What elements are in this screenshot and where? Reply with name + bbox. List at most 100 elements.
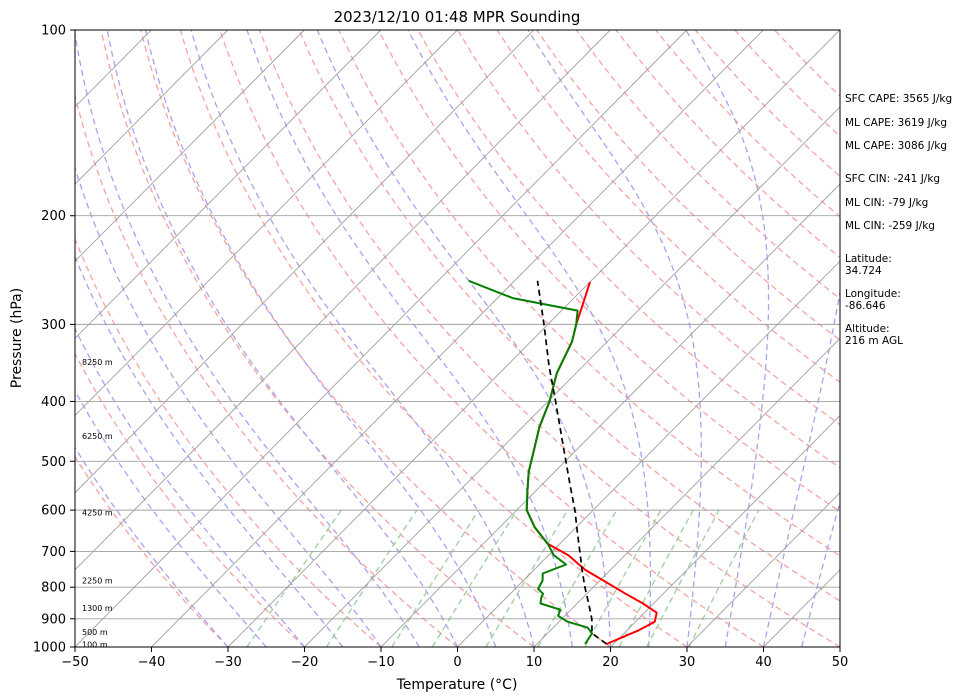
dewpoint-trace — [468, 279, 593, 645]
moist-adiabat — [75, 30, 420, 647]
altitude-value: 216 m AGL — [845, 335, 903, 347]
y-tick-label: 200 — [41, 209, 66, 224]
x-tick-label: 40 — [755, 655, 772, 670]
isotherm — [75, 30, 229, 185]
dry-adiabat — [258, 30, 840, 647]
mixing-ratio-line — [537, 509, 618, 647]
moist-adiabat — [75, 165, 382, 647]
moist-adiabat — [685, 30, 770, 647]
isotherm — [75, 30, 382, 340]
mixing-ratio-line — [646, 509, 720, 647]
y-tick-label: 500 — [41, 455, 66, 470]
isotherm — [457, 260, 840, 647]
height-labels: 8250 m 6250 m 4250 m 2250 m 1300 m 500 m 100 m — [82, 358, 113, 649]
altitude-label: Altitude: — [845, 323, 890, 335]
isotherm — [75, 30, 535, 494]
dry-adiabat — [377, 30, 840, 513]
moist-adiabat — [144, 30, 497, 647]
isotherm — [610, 414, 840, 647]
dry-adiabat — [219, 30, 764, 647]
y-tick-label: 600 — [41, 504, 66, 519]
ml-cin-label-2: ML CIN: -259 J/kg — [845, 220, 935, 232]
x-tick-label: 0 — [453, 655, 461, 670]
chart-title: 2023/12/10 01:48 MPR Sounding — [334, 8, 581, 26]
moist-adiabat — [190, 30, 535, 647]
longitude-label: Longitude: — [845, 288, 901, 300]
dry-adiabat — [140, 30, 611, 647]
x-tick-label: 10 — [526, 655, 543, 670]
x-axis-title: Temperature (°C) — [396, 677, 518, 693]
isotherm — [75, 30, 688, 647]
moist-adiabat — [407, 30, 652, 647]
dry-adiabat — [496, 30, 840, 383]
ml-cape-label-2: ML CAPE: 3086 J/kg — [845, 140, 947, 152]
isotherm — [75, 30, 305, 262]
dry-adiabat — [575, 30, 840, 300]
x-tick-label: −20 — [291, 655, 318, 670]
dry-adiabat — [298, 30, 840, 602]
isotherm — [75, 30, 611, 571]
y-tick-label: 300 — [41, 318, 66, 333]
moist-adiabat — [527, 30, 702, 647]
mixing-ratio-line — [325, 509, 418, 647]
y-tick-label: 700 — [41, 545, 66, 560]
axes: −50 −40 −30 −20 −10 0 10 20 30 40 50 1000 900 800 700 6… — [33, 24, 848, 671]
height-label: 500 m — [82, 628, 108, 637]
y-tick-label: 1000 — [33, 641, 66, 656]
isotherm — [380, 183, 840, 647]
dry-adiabat — [75, 237, 382, 647]
sfc-cape-label: SFC CAPE: 3565 J/kg — [845, 93, 952, 105]
moist-adiabat — [75, 446, 229, 647]
dry-adiabat — [536, 30, 840, 341]
y-tick-label: 100 — [41, 24, 66, 39]
dry-adiabat — [75, 92, 458, 647]
y-tick-label: 400 — [41, 395, 66, 410]
height-label: 4250 m — [82, 508, 113, 517]
height-label: 1300 m — [82, 604, 113, 613]
y-axis-title: Pressure (hPa) — [9, 288, 25, 388]
mixing-ratio-line — [485, 509, 569, 647]
sounding-traces — [468, 279, 658, 645]
height-label: 2250 m — [82, 576, 113, 585]
moist-adiabat — [762, 288, 840, 647]
height-label: 8250 m — [82, 358, 113, 367]
dry-adiabat — [100, 30, 535, 647]
latitude-value: 34.724 — [845, 265, 882, 277]
x-tick-label: −50 — [61, 655, 88, 670]
moist-adiabat — [246, 30, 573, 647]
annotations-panel: SFC CAPE: 3565 J/kg ML CAPE: 3619 J/kg M… — [845, 93, 952, 347]
height-label: 100 m — [82, 640, 108, 649]
dry-adiabat — [338, 30, 840, 557]
ml-cin-label: ML CIN: -79 J/kg — [845, 197, 928, 209]
moist-adiabat — [106, 30, 459, 647]
y-tick-label: 900 — [41, 612, 66, 627]
x-tick-label: 30 — [679, 655, 696, 670]
isotherm — [304, 106, 840, 647]
sfc-cin-label: SFC CIN: -241 J/kg — [845, 173, 940, 185]
x-tick-label: −40 — [138, 655, 165, 670]
moist-adiabat — [316, 30, 612, 647]
isotherm — [686, 492, 840, 647]
dry-adiabat — [75, 352, 305, 647]
longitude-value: -86.646 — [845, 300, 886, 312]
parcel-trace — [536, 280, 608, 645]
latitude-label: Latitude: — [845, 253, 892, 265]
ml-cape-label: ML CAPE: 3619 J/kg — [845, 117, 947, 129]
moist-adiabat — [801, 499, 840, 647]
mixing-ratio-line — [431, 509, 518, 647]
dry-adiabat — [179, 30, 688, 647]
isotherm — [75, 30, 458, 417]
x-tick-label: 50 — [832, 655, 849, 670]
background-grid — [75, 30, 840, 647]
y-tick-label: 800 — [41, 581, 66, 596]
isotherm — [227, 30, 840, 647]
x-tick-label: −30 — [214, 655, 241, 670]
temperature-trace — [525, 281, 658, 645]
x-tick-label: −10 — [367, 655, 394, 670]
mixing-ratio-line — [688, 509, 760, 647]
x-tick-label: 20 — [602, 655, 619, 670]
mixing-ratio-line — [584, 509, 662, 647]
moist-adiabat — [75, 255, 344, 647]
isotherm — [151, 30, 764, 647]
